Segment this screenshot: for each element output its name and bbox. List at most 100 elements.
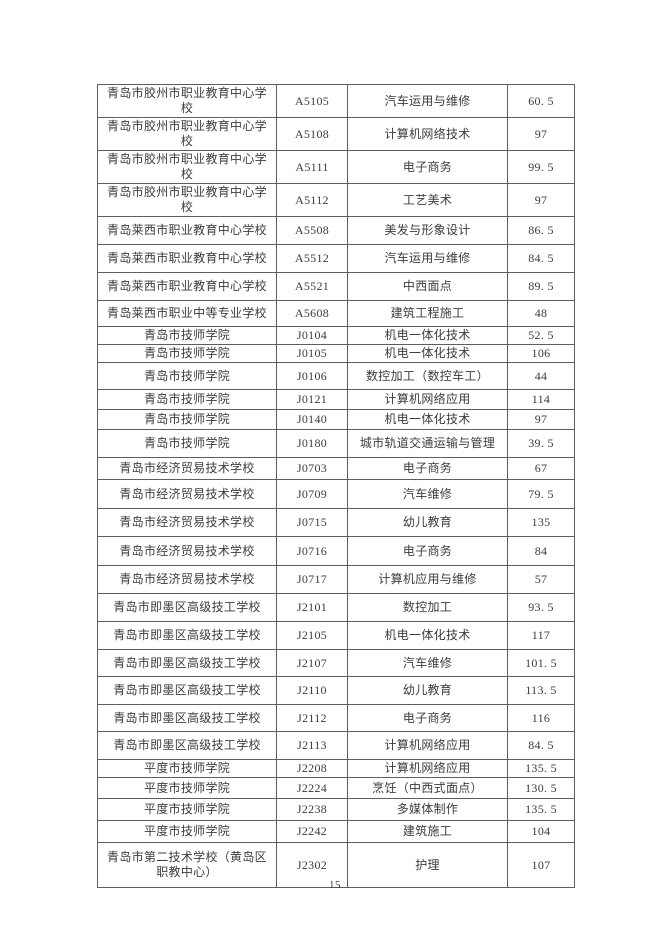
code-cell: J2105 [276,621,348,650]
table-row: 青岛市胶州市职业教育中心学校 A5108 计算机网络技术 97 [97,117,575,151]
school-cell: 青岛市第二技术学校（黄岛区职教中心） [97,842,277,888]
school-cell: 青岛市经济贸易技术学校 [97,457,277,480]
school-cell: 青岛市即墨区高级技工学校 [97,731,277,760]
school-cell: 青岛市即墨区高级技工学校 [97,649,277,677]
school-cell: 青岛市技师学院 [97,344,277,363]
score-cell: 97 [507,409,575,430]
code-cell: A5608 [276,300,348,327]
score-cell: 84. 5 [507,731,575,760]
table-row: 青岛市即墨区高级技工学校 J2110 幼儿教育 113. 5 [97,676,575,705]
score-cell: 52. 5 [507,326,575,345]
major-cell: 计算机网络应用 [347,389,508,410]
score-cell: 99. 5 [507,150,575,184]
table-row: 平度市技师学院 J2242 建筑施工 104 [97,820,575,843]
table-row: 青岛市即墨区高级技工学校 J2105 机电一体化技术 117 [97,621,575,650]
score-cell: 93. 5 [507,593,575,622]
code-cell: J0106 [276,362,348,390]
table-row: 青岛市即墨区高级技工学校 J2101 数控加工 93. 5 [97,593,575,622]
school-cell: 平度市技师学院 [97,777,277,799]
school-cell: 青岛市技师学院 [97,362,277,390]
code-cell: A5111 [276,150,348,184]
score-cell: 44 [507,362,575,390]
table-row: 青岛市经济贸易技术学校 J0716 电子商务 84 [97,536,575,566]
score-cell: 106 [507,344,575,363]
table-row: 青岛市技师学院 J0104 机电一体化技术 52. 5 [97,326,575,345]
table-row: 青岛市即墨区高级技工学校 J2113 计算机网络应用 84. 5 [97,731,575,760]
score-cell: 84. 5 [507,244,575,273]
table-row: 青岛莱西市职业教育中心学校 A5508 美发与形象设计 86. 5 [97,216,575,245]
code-cell: A5512 [276,244,348,273]
table-row: 青岛市胶州市职业教育中心学校 A5111 电子商务 99. 5 [97,150,575,184]
table-row: 青岛市技师学院 J0180 城市轨道交通运输与管理 39. 5 [97,429,575,458]
school-cell: 平度市技师学院 [97,798,277,821]
table-row: 平度市技师学院 J2238 多媒体制作 135. 5 [97,798,575,821]
school-cell: 青岛市经济贸易技术学校 [97,565,277,594]
code-cell: J2113 [276,731,348,760]
score-cell: 107 [507,842,575,888]
score-cell: 48 [507,300,575,327]
school-cell: 青岛莱西市职业中等专业学校 [97,300,277,327]
school-cell: 青岛市技师学院 [97,326,277,345]
major-cell: 汽车运用与维修 [347,84,508,118]
school-cell: 青岛市胶州市职业教育中心学校 [97,183,277,217]
score-cell: 116 [507,704,575,732]
major-cell: 机电一体化技术 [347,344,508,363]
major-cell: 护理 [347,842,508,888]
score-cell: 86. 5 [507,216,575,245]
school-cell: 青岛市即墨区高级技工学校 [97,704,277,732]
major-cell: 电子商务 [347,457,508,480]
major-cell: 计算机网络应用 [347,759,508,778]
school-cell: 青岛莱西市职业教育中心学校 [97,244,277,273]
score-cell: 117 [507,621,575,650]
score-cell: 101. 5 [507,649,575,677]
table-row: 青岛莱西市职业教育中心学校 A5521 中西面点 89. 5 [97,272,575,301]
code-cell: J2208 [276,759,348,778]
score-cell: 79. 5 [507,479,575,509]
code-cell: J2107 [276,649,348,677]
code-cell: J2224 [276,777,348,799]
major-cell: 烹饪（中西式面点） [347,777,508,799]
major-cell: 数控加工（数控车工） [347,362,508,390]
code-cell: J0105 [276,344,348,363]
code-cell: J2302 [276,842,348,888]
table-row: 青岛市技师学院 J0106 数控加工（数控车工） 44 [97,362,575,390]
score-cell: 89. 5 [507,272,575,301]
table-row: 平度市技师学院 J2208 计算机网络应用 135. 5 [97,759,575,778]
major-cell: 机电一体化技术 [347,621,508,650]
score-cell: 104 [507,820,575,843]
major-cell: 汽车维修 [347,479,508,509]
table-row: 青岛莱西市职业教育中心学校 A5512 汽车运用与维修 84. 5 [97,244,575,273]
score-cell: 57 [507,565,575,594]
code-cell: J0716 [276,536,348,566]
school-cell: 青岛市即墨区高级技工学校 [97,593,277,622]
score-cell: 135 [507,508,575,537]
major-cell: 计算机应用与维修 [347,565,508,594]
school-cell: 青岛市即墨区高级技工学校 [97,676,277,705]
school-cell: 青岛市即墨区高级技工学校 [97,621,277,650]
code-cell: A5108 [276,117,348,151]
school-cell: 青岛莱西市职业教育中心学校 [97,272,277,301]
score-cell: 135. 5 [507,759,575,778]
major-cell: 多媒体制作 [347,798,508,821]
code-cell: J2238 [276,798,348,821]
table-row: 平度市技师学院 J2224 烹饪（中西式面点） 130. 5 [97,777,575,799]
major-cell: 计算机网络技术 [347,117,508,151]
score-cell: 67 [507,457,575,480]
school-cell: 青岛市技师学院 [97,429,277,458]
admission-score-table: 青岛市胶州市职业教育中心学校 A5105 汽车运用与维修 60. 5 青岛市胶州市职业教… [97,84,575,888]
score-cell: 135. 5 [507,798,575,821]
table-row: 青岛市胶州市职业教育中心学校 A5112 工艺美术 97 [97,183,575,217]
code-cell: J0703 [276,457,348,480]
score-table-body: 青岛市胶州市职业教育中心学校 A5105 汽车运用与维修 60. 5 青岛市胶州市职业教… [97,84,575,888]
code-cell: A5521 [276,272,348,301]
score-cell: 39. 5 [507,429,575,458]
score-cell: 114 [507,389,575,410]
school-cell: 平度市技师学院 [97,759,277,778]
table-row: 青岛市经济贸易技术学校 J0715 幼儿教育 135 [97,508,575,537]
table-row: 青岛市即墨区高级技工学校 J2112 电子商务 116 [97,704,575,732]
table-row: 青岛市第二技术学校（黄岛区职教中心） J2302 护理 107 [97,842,575,888]
major-cell: 电子商务 [347,704,508,732]
major-cell: 电子商务 [347,150,508,184]
score-cell: 130. 5 [507,777,575,799]
